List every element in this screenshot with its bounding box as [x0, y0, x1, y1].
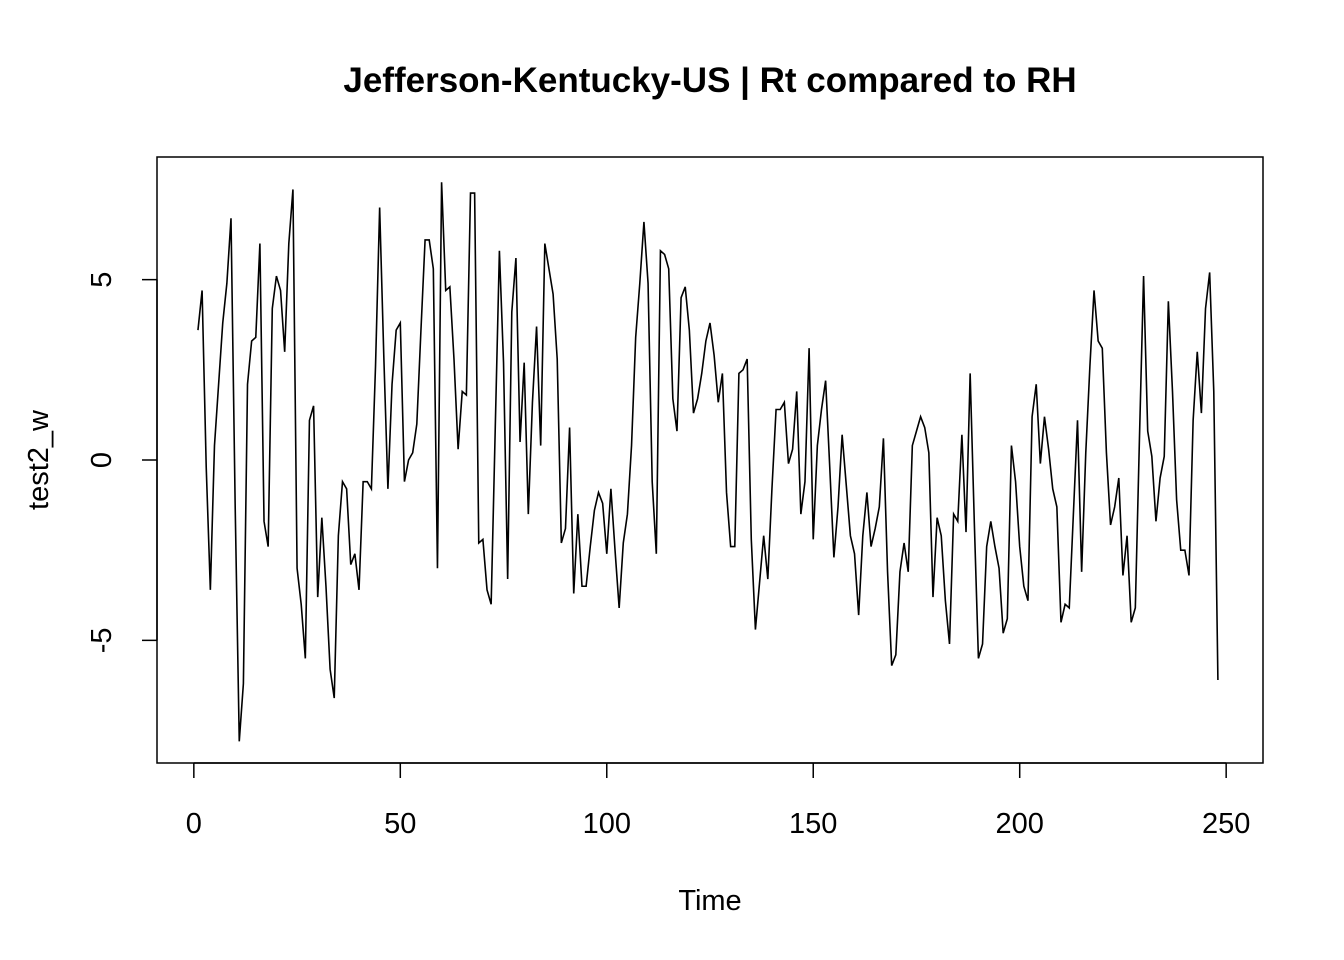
y-axis: -5 0 5 — [86, 272, 158, 653]
x-axis-label: Time — [678, 885, 741, 917]
x-tick-label: 50 — [384, 808, 416, 840]
x-axis: 0 50 100 150 200 250 — [186, 762, 1250, 840]
series-line-0 — [197, 182, 1219, 742]
series-group — [197, 182, 1219, 742]
plot-frame — [156, 156, 1264, 764]
y-axis-label: test2_w — [23, 409, 55, 510]
x-tick-label: 0 — [186, 808, 202, 840]
x-tick-label: 200 — [996, 808, 1044, 840]
y-tick-label: 5 — [86, 272, 118, 288]
y-tick-label: 0 — [86, 452, 118, 468]
x-tick-label: 150 — [789, 808, 837, 840]
y-tick-label: -5 — [86, 627, 118, 653]
x-tick-label: 250 — [1202, 808, 1250, 840]
chart-title: Jefferson-Kentucky-US | Rt compared to R… — [343, 61, 1076, 100]
x-tick-label: 100 — [583, 808, 631, 840]
